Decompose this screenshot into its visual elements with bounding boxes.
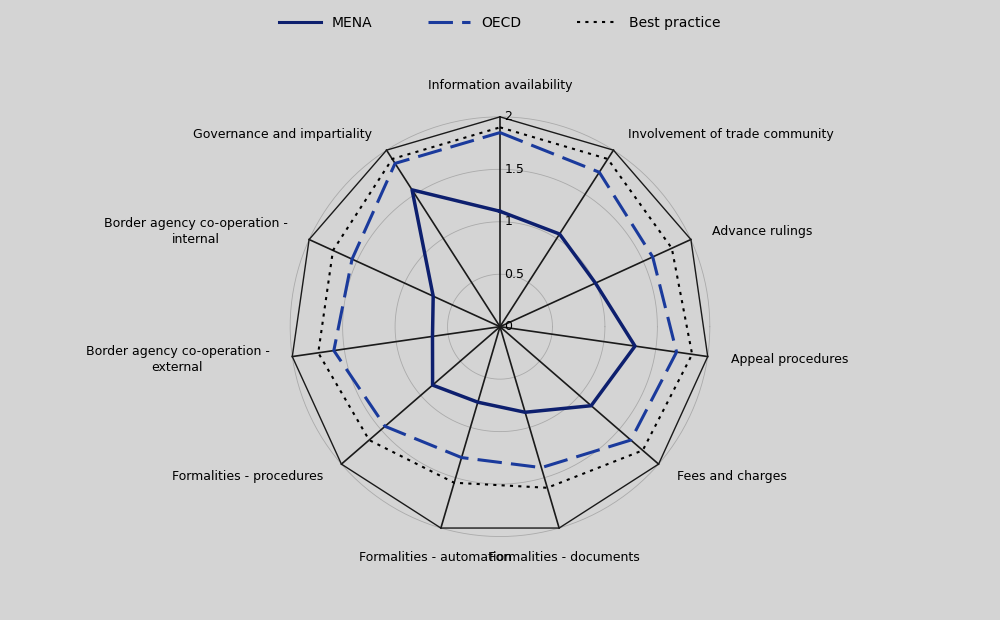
Text: Formalities - documents: Formalities - documents [489, 551, 640, 564]
Legend: MENA, OECD, Best practice: MENA, OECD, Best practice [274, 10, 726, 35]
Text: Border agency co-operation -
external: Border agency co-operation - external [86, 345, 269, 374]
Text: Border agency co-operation -
internal: Border agency co-operation - internal [104, 217, 288, 246]
Text: 1.5: 1.5 [504, 163, 524, 176]
Text: Involvement of trade community: Involvement of trade community [628, 128, 834, 141]
Text: 2: 2 [504, 110, 512, 123]
Text: Formalities - procedures: Formalities - procedures [172, 470, 323, 483]
Text: 0: 0 [504, 320, 512, 333]
Text: 0.5: 0.5 [504, 268, 524, 281]
Text: Fees and charges: Fees and charges [677, 470, 787, 483]
Text: Formalities - automation: Formalities - automation [359, 551, 512, 564]
Text: Appeal procedures: Appeal procedures [731, 353, 848, 366]
Text: Governance and impartiality: Governance and impartiality [193, 128, 372, 141]
Text: Advance rulings: Advance rulings [712, 225, 813, 238]
Text: 1: 1 [504, 215, 512, 228]
Text: Information availability: Information availability [428, 79, 572, 92]
